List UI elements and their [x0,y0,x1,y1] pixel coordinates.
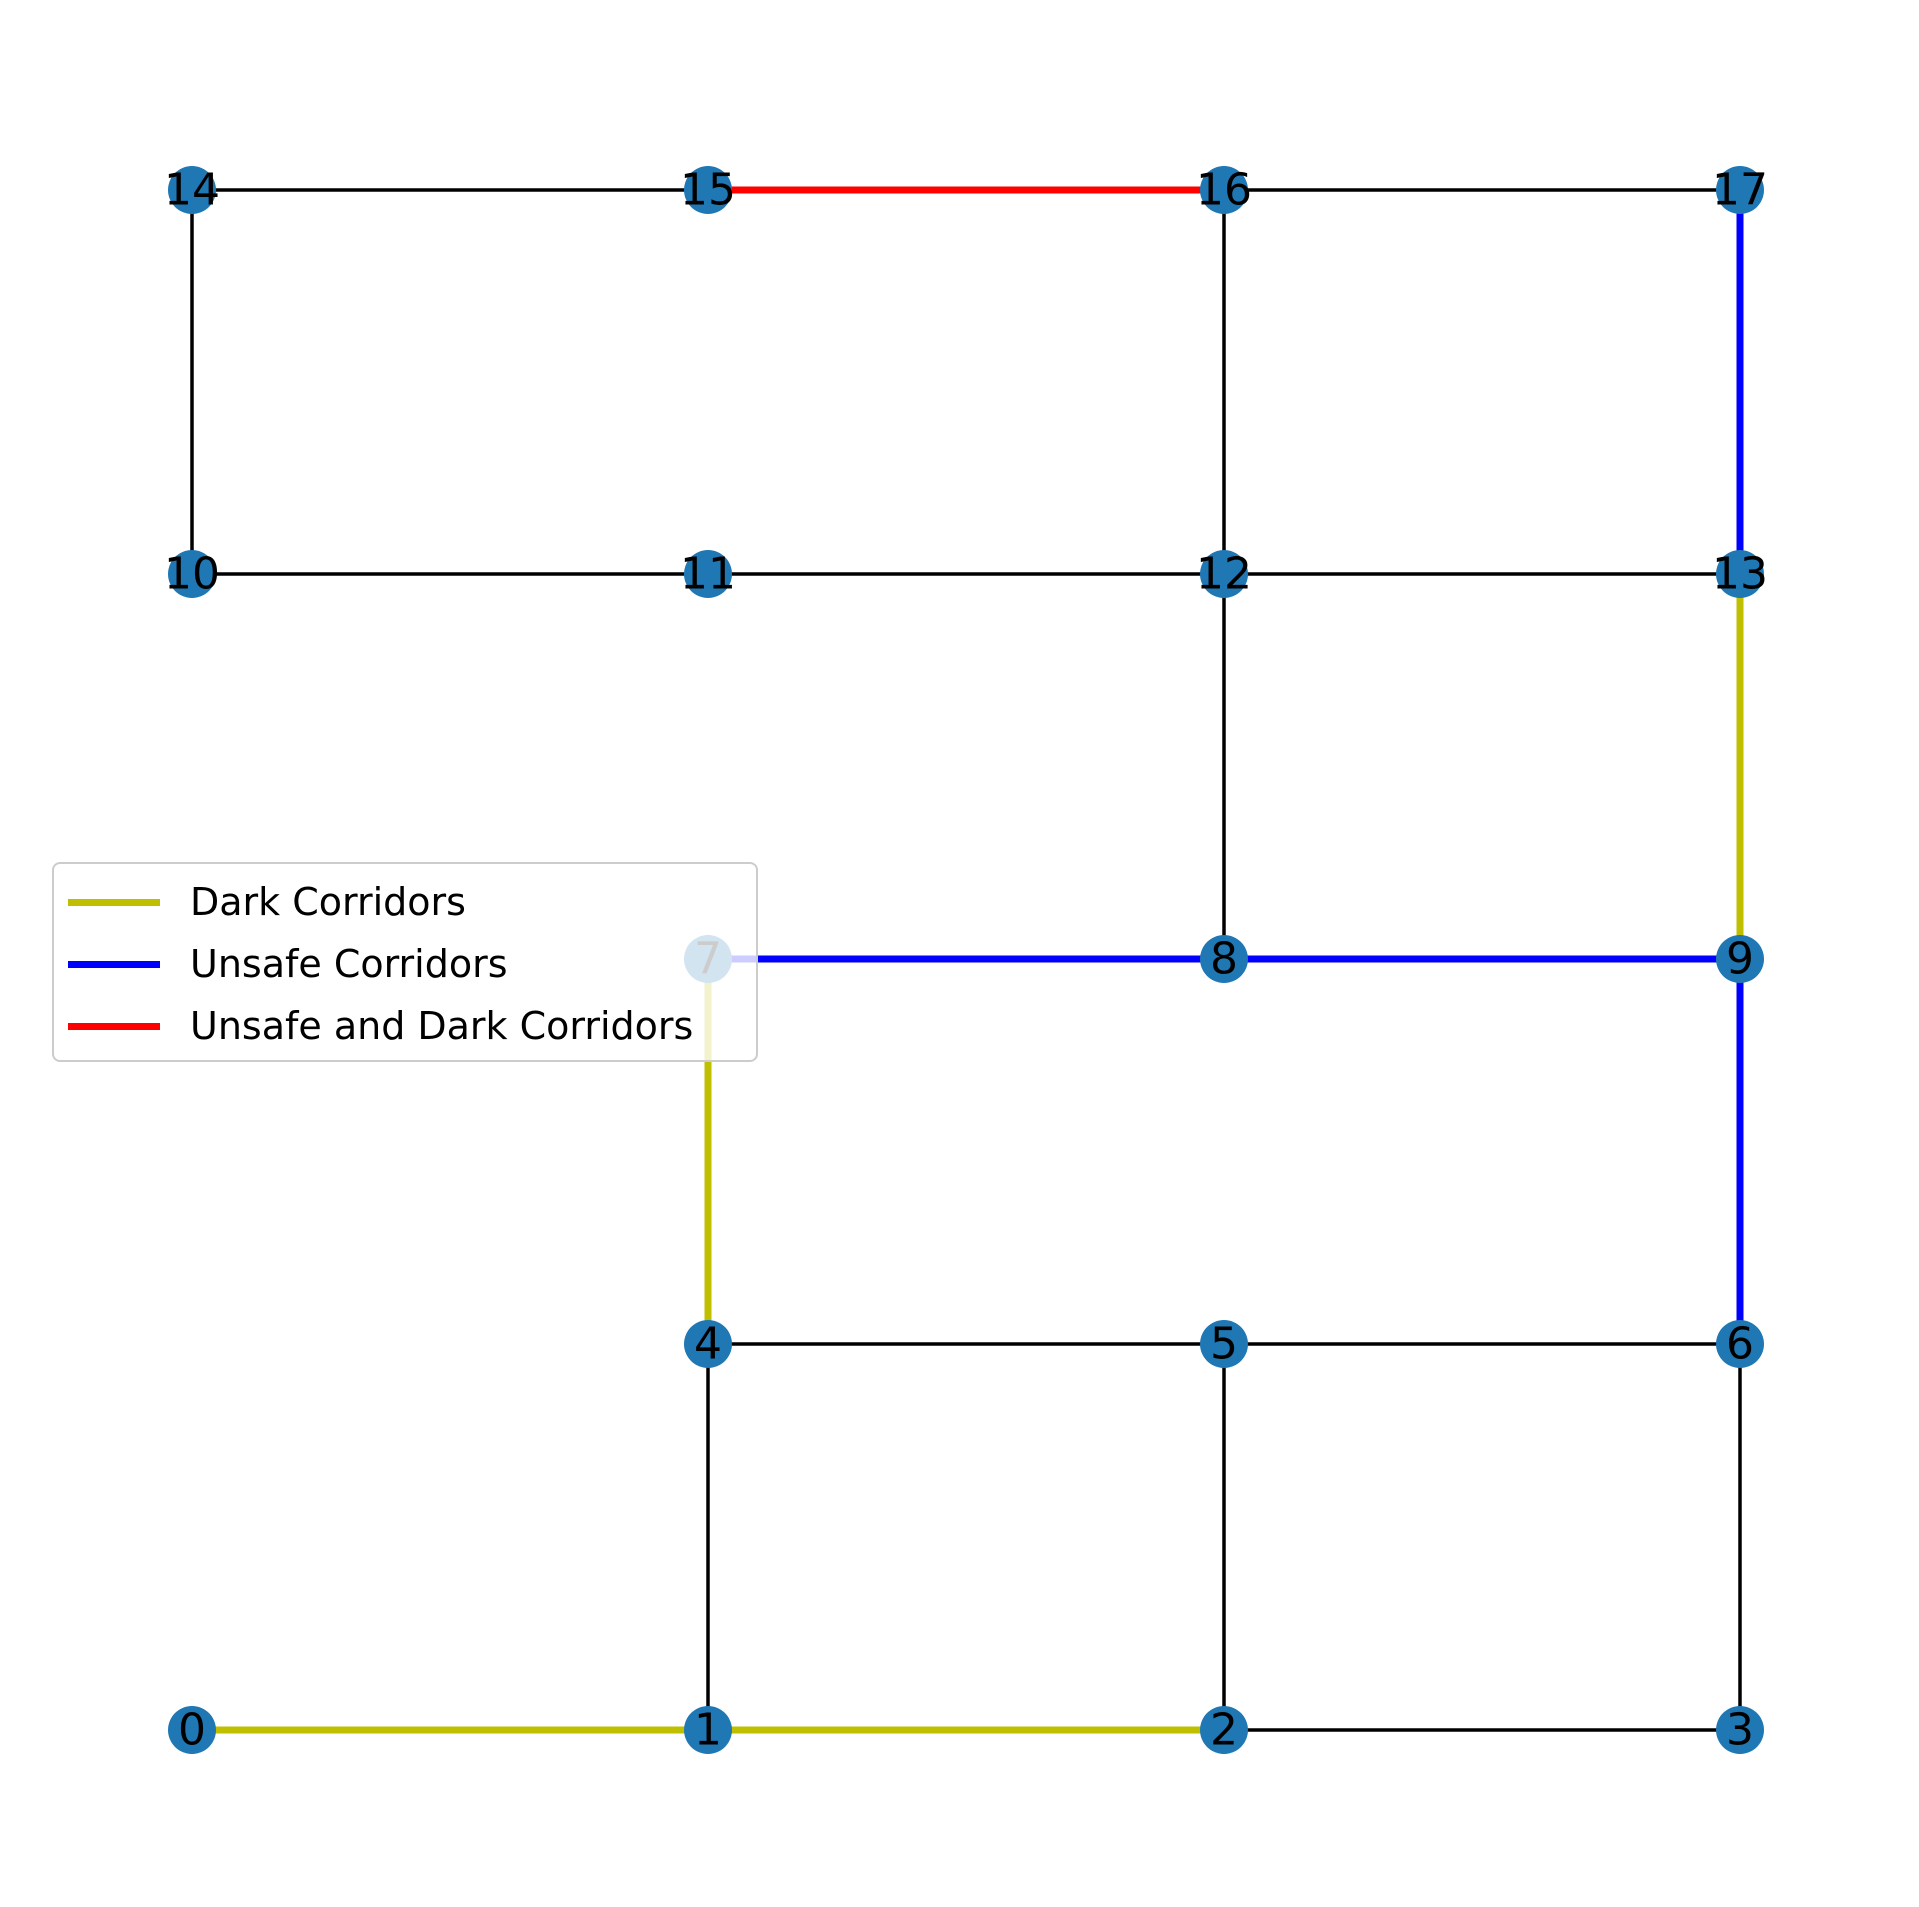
node-marker [1716,1320,1764,1368]
node-marker [1716,550,1764,598]
node-label: 14 [164,165,220,216]
legend-swatch-unsafe [68,960,160,968]
node-1: 1 [684,1705,732,1756]
node-14: 14 [164,165,220,216]
node-label: 2 [1210,1705,1238,1756]
node-marker [684,166,732,214]
node-marker [1200,1320,1248,1368]
node-marker [1200,935,1248,983]
legend-label: Unsafe Corridors [190,942,508,986]
node-8: 8 [1200,934,1248,985]
node-label: 10 [164,549,220,600]
node-marker [684,550,732,598]
node-0: 0 [168,1705,216,1756]
node-16: 16 [1196,165,1252,216]
node-marker [684,1706,732,1754]
node-marker [684,1320,732,1368]
node-label: 9 [1726,934,1754,985]
node-13: 13 [1712,549,1768,600]
node-label: 11 [680,549,736,600]
legend-label: Dark Corridors [190,880,466,924]
edges-layer [190,186,1744,1734]
node-marker [1716,935,1764,983]
legend-swatch-dark [68,898,160,906]
node-marker [1716,1706,1764,1754]
node-label: 16 [1196,165,1252,216]
node-label: 8 [1210,934,1238,985]
node-marker [1200,166,1248,214]
node-marker [168,1706,216,1754]
node-15: 15 [680,165,736,216]
legend-entry-dark: Dark Corridors [68,880,466,924]
node-9: 9 [1716,934,1764,985]
node-label: 17 [1712,165,1768,216]
node-label: 13 [1712,549,1768,600]
node-marker [168,550,216,598]
node-11: 11 [680,549,736,600]
node-5: 5 [1200,1319,1248,1370]
node-2: 2 [1200,1705,1248,1756]
node-label: 6 [1726,1319,1754,1370]
legend-label: Unsafe and Dark Corridors [190,1004,694,1048]
node-10: 10 [164,549,220,600]
node-4: 4 [684,1319,732,1370]
node-label: 4 [694,1319,722,1370]
node-17: 17 [1712,165,1768,216]
node-12: 12 [1196,549,1252,600]
legend-swatch-unsafe-dark [68,1022,160,1030]
node-label: 12 [1196,549,1252,600]
node-marker [1716,166,1764,214]
node-6: 6 [1716,1319,1764,1370]
node-label: 15 [680,165,736,216]
node-marker [1200,1706,1248,1754]
node-marker [1200,550,1248,598]
legend-entry-unsafe-dark: Unsafe and Dark Corridors [68,1004,694,1048]
node-marker [168,166,216,214]
legend: Dark Corridors Unsafe Corridors Unsafe a… [52,862,758,1062]
node-3: 3 [1716,1705,1764,1756]
node-label: 5 [1210,1319,1238,1370]
node-label: 1 [694,1705,722,1756]
legend-entry-unsafe: Unsafe Corridors [68,942,508,986]
node-label: 3 [1726,1705,1754,1756]
node-label: 0 [178,1705,206,1756]
